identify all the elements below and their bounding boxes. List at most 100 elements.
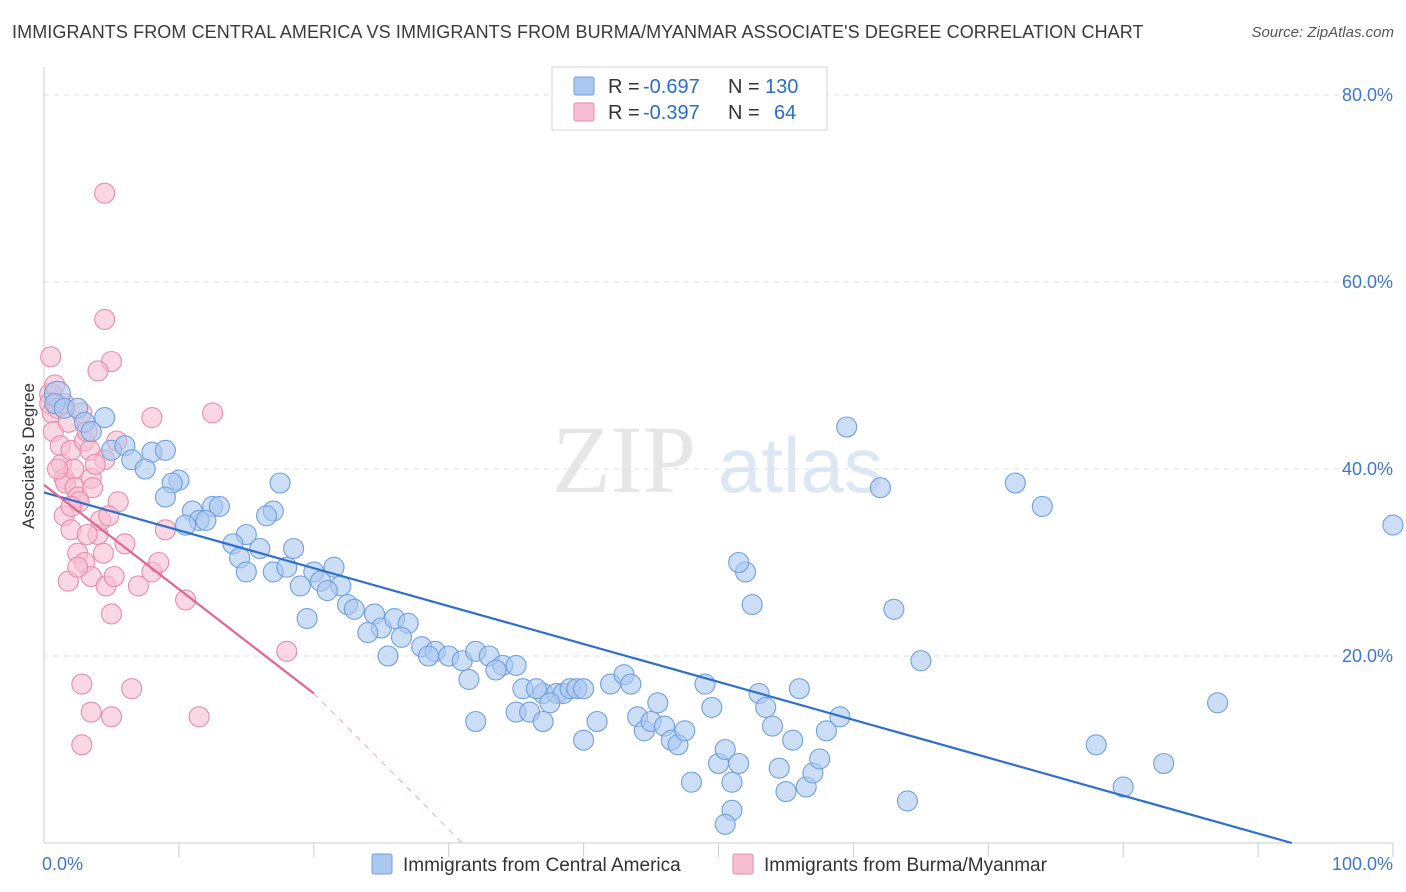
data-point bbox=[1004, 472, 1026, 494]
data-point bbox=[390, 626, 413, 648]
data-point bbox=[525, 678, 547, 700]
data-point bbox=[202, 402, 224, 424]
data-point bbox=[721, 771, 743, 793]
data-point bbox=[755, 696, 777, 718]
data-point bbox=[815, 720, 837, 742]
data-point bbox=[235, 561, 257, 583]
bottom-legend-label: Immigrants from Burma/Myanmar bbox=[764, 855, 1048, 876]
data-point bbox=[80, 421, 102, 443]
data-point bbox=[141, 407, 163, 429]
data-point bbox=[714, 738, 736, 761]
data-point bbox=[620, 673, 642, 695]
data-point bbox=[647, 692, 669, 714]
data-point bbox=[98, 505, 120, 527]
data-point bbox=[1085, 734, 1107, 756]
data-point bbox=[458, 668, 480, 690]
data-point bbox=[175, 589, 197, 611]
y-tick-label: 20.0% bbox=[1342, 646, 1393, 666]
data-point bbox=[94, 308, 116, 330]
data-point bbox=[761, 715, 784, 737]
data-point bbox=[100, 603, 123, 625]
legend-r-label: R = bbox=[608, 102, 640, 124]
data-point bbox=[114, 533, 136, 555]
data-point bbox=[1031, 495, 1053, 517]
data-point bbox=[134, 458, 156, 480]
data-point bbox=[46, 458, 69, 480]
data-point bbox=[87, 360, 109, 382]
data-point bbox=[485, 659, 507, 681]
data-point bbox=[417, 645, 440, 667]
data-point bbox=[82, 477, 104, 499]
data-point bbox=[809, 748, 831, 770]
watermark-atlas: atlas bbox=[718, 421, 883, 509]
legend-n-label: N = bbox=[728, 76, 760, 98]
data-point bbox=[154, 439, 176, 461]
data-point bbox=[377, 645, 399, 667]
data-point bbox=[276, 640, 298, 662]
grid-lines bbox=[44, 94, 1393, 657]
data-point bbox=[680, 771, 703, 793]
data-point bbox=[289, 575, 311, 597]
trend-lines bbox=[43, 484, 1293, 845]
watermark-zip: ZIP bbox=[552, 406, 696, 513]
data-point bbox=[1207, 692, 1229, 714]
data-point bbox=[674, 720, 696, 742]
legend-swatch-blue bbox=[573, 76, 595, 96]
data-point bbox=[532, 710, 554, 733]
data-point bbox=[100, 706, 123, 728]
y-tick-label: 40.0% bbox=[1342, 459, 1393, 479]
legend-r-label: R = bbox=[608, 76, 640, 98]
y-axis-label: Associate's Degree bbox=[19, 383, 38, 529]
data-point bbox=[80, 701, 102, 723]
watermark: ZIP atlas bbox=[552, 406, 883, 513]
data-point bbox=[1153, 752, 1175, 775]
data-point bbox=[782, 729, 804, 751]
data-point bbox=[343, 598, 365, 620]
data-point bbox=[269, 472, 291, 494]
data-point bbox=[92, 542, 114, 564]
data-point bbox=[154, 519, 176, 541]
data-point bbox=[316, 580, 338, 602]
legend-n-value: 64 bbox=[774, 102, 796, 124]
legend: R = -0.697 N = 130 R = -0.397 N = 64 bbox=[551, 66, 828, 131]
legend-box bbox=[551, 66, 828, 131]
legend-swatch-pink bbox=[573, 102, 595, 122]
data-point bbox=[1382, 514, 1404, 536]
legend-r-value: -0.397 bbox=[643, 102, 700, 124]
data-point bbox=[869, 477, 891, 499]
data-point bbox=[94, 407, 116, 429]
data-point bbox=[836, 416, 858, 438]
data-point bbox=[896, 790, 918, 812]
data-point bbox=[67, 556, 89, 578]
y-tick-label: 80.0% bbox=[1342, 85, 1393, 105]
chart-title: IMMIGRANTS FROM CENTRAL AMERICA VS IMMIG… bbox=[12, 22, 1144, 42]
data-point bbox=[701, 696, 723, 718]
y-tick-label: 60.0% bbox=[1342, 272, 1393, 292]
data-point bbox=[883, 598, 905, 620]
data-point bbox=[256, 505, 278, 527]
data-point bbox=[71, 734, 93, 756]
data-point bbox=[76, 523, 98, 546]
data-point bbox=[121, 678, 143, 700]
legend-n-label: N = bbox=[728, 102, 760, 124]
data-point bbox=[188, 706, 210, 728]
data-point bbox=[40, 346, 62, 368]
data-point bbox=[741, 594, 763, 616]
legend-n-value: 130 bbox=[765, 76, 798, 98]
data-point bbox=[465, 710, 487, 733]
data-point bbox=[154, 486, 176, 508]
data-point bbox=[84, 453, 106, 475]
data-point bbox=[1112, 776, 1134, 798]
bottom-legend: Immigrants from Central America Immigran… bbox=[371, 853, 1048, 876]
data-point bbox=[103, 565, 125, 588]
data-point bbox=[573, 729, 595, 751]
axes bbox=[43, 67, 1394, 857]
series-central-america-points bbox=[43, 380, 1404, 835]
source-label: Source: ZipAtlas.com bbox=[1251, 24, 1394, 41]
trend-line bbox=[43, 484, 315, 695]
bottom-legend-label: Immigrants from Central America bbox=[403, 855, 681, 876]
tick-labels: 20.0% 40.0% 60.0% 80.0% 0.0% 100.0% bbox=[42, 85, 1393, 874]
data-point bbox=[728, 551, 750, 574]
data-point bbox=[94, 182, 116, 204]
